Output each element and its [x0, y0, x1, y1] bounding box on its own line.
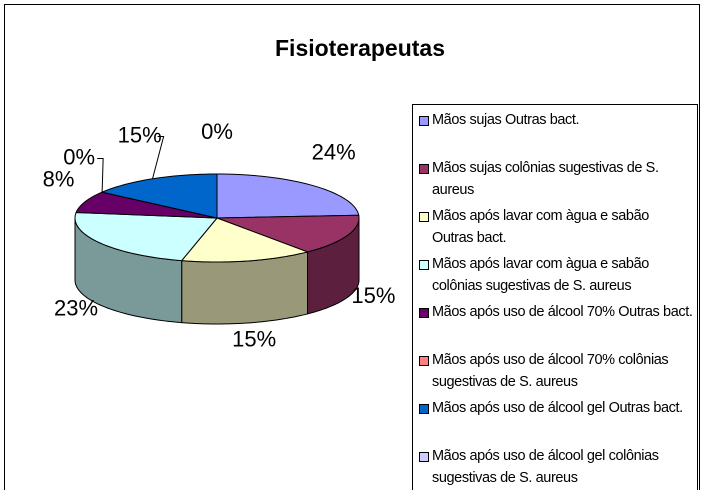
- chart-frame: [4, 4, 700, 490]
- slice: [100, 173, 218, 219]
- legend-entry: Mãos após uso de álcool gel Outras bact.: [419, 397, 693, 441]
- legend-swatch: [419, 356, 429, 366]
- legend-swatch: [419, 164, 429, 174]
- slice: [75, 191, 218, 219]
- legend-entry: Mãos sujas Outras bact.: [419, 109, 693, 153]
- legend-entry: Mãos após lavar com àgua e sabão Outras …: [419, 205, 693, 249]
- legend-entry: Mãos após uso de álcool gel colônias sug…: [419, 445, 693, 489]
- slice: [216, 173, 360, 219]
- chart-title: Fisioterapeutas: [275, 35, 445, 61]
- leader-line: [97, 157, 104, 193]
- legend-swatch: [419, 404, 429, 414]
- legend-swatch: [419, 308, 429, 318]
- leader-line: [152, 135, 165, 179]
- legend-entry: Mãos após uso de álcool 70% Outras bact.: [419, 301, 693, 345]
- data-label: 0%: [201, 119, 233, 144]
- legend-label: Mãos após lavar com àgua e sabão Outras …: [432, 208, 649, 246]
- legend-label: Mãos sujas colônias sugestivas de S. aur…: [432, 160, 659, 198]
- data-label: 23%: [54, 295, 98, 320]
- legend-label: Mãos após uso de álcool gel colônias sug…: [432, 448, 659, 486]
- legend-entry: Mãos após uso de álcool 70% colônias sug…: [419, 349, 693, 393]
- legend-label: Mãos após uso de álcool 70% Outras bact.: [432, 304, 693, 320]
- slice: [180, 217, 310, 263]
- legend-label: Mãos sujas Outras bact.: [432, 112, 580, 128]
- data-label: 0%: [63, 144, 95, 169]
- slice: [216, 214, 360, 253]
- legend-label: Mãos após lavar com àgua e sabão colônia…: [432, 256, 649, 294]
- data-label: 8%: [43, 166, 75, 191]
- data-label: 15%: [118, 122, 162, 147]
- slice-side: [181, 251, 309, 325]
- legend-label: Mãos após uso de álcool 70% colônias sug…: [432, 352, 669, 390]
- legend-label: Mãos após uso de álcool gel Outras bact.: [432, 400, 683, 416]
- data-label: 15%: [351, 283, 395, 308]
- data-label: 15%: [232, 326, 276, 351]
- data-label: 24%: [312, 139, 356, 164]
- legend-swatch: [419, 260, 429, 270]
- slice: [74, 211, 219, 262]
- legend: Mãos sujas Outras bact. Mãos sujas colôni…: [412, 104, 698, 490]
- legend-swatch: [419, 116, 429, 126]
- legend-entry: Mãos após lavar com àgua e sabão colônia…: [419, 253, 693, 297]
- legend-swatch: [419, 212, 429, 222]
- legend-entry: Mãos sujas colônias sugestivas de S. aur…: [419, 157, 693, 201]
- legend-swatch: [419, 452, 429, 462]
